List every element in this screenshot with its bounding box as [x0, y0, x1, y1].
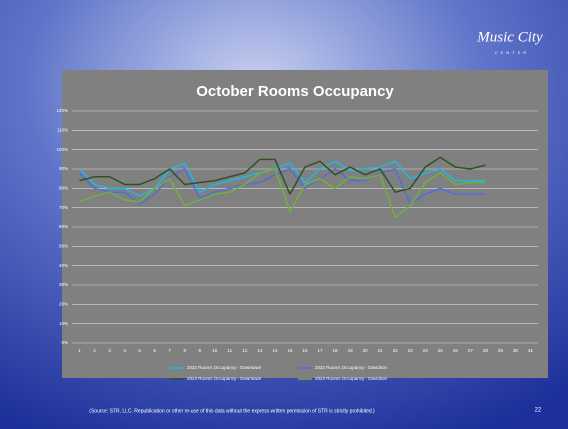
x-tick-label: 28 — [483, 348, 489, 353]
y-tick-label: 120% — [56, 108, 68, 113]
x-tick-label: 29 — [498, 348, 504, 353]
legend-label: 2023 Rooms Occupancy - Downtown — [187, 376, 262, 381]
x-tick-label: 1 — [78, 348, 81, 353]
page-number: 22 — [535, 408, 542, 414]
x-tick-label: 31 — [528, 348, 534, 353]
x-tick-label: 6 — [153, 348, 156, 353]
y-tick-label: 90% — [59, 166, 68, 171]
y-tick-label: 50% — [59, 244, 68, 249]
x-tick-label: 10 — [212, 348, 218, 353]
y-tick-label: 70% — [59, 205, 68, 210]
series-line — [79, 156, 486, 195]
x-tick-label: 3 — [108, 348, 111, 353]
source-note: (Source: STR, LLC. Republication or othe… — [89, 408, 375, 414]
logo-tagline: CENTER — [495, 50, 529, 55]
y-tick-label: 20% — [59, 302, 68, 307]
x-tick-label: 26 — [453, 348, 459, 353]
x-tick-label: 14 — [272, 348, 278, 353]
legend-label: 2022 Rooms Occupancy - Downtown — [187, 365, 262, 370]
y-tick-label: 80% — [59, 186, 68, 191]
y-tick-label: 40% — [59, 263, 68, 268]
x-tick-label: 5 — [138, 348, 141, 353]
legend-label: 2022 Rooms Occupancy - Davidson — [315, 365, 388, 370]
x-tick-label: 25 — [438, 348, 444, 353]
x-tick-label: 30 — [513, 348, 519, 353]
x-tick-label: 7 — [168, 348, 171, 353]
x-tick-label: 27 — [468, 348, 474, 353]
y-tick-label: 110% — [57, 128, 68, 133]
series-line — [78, 160, 486, 197]
x-tick-label: 23 — [408, 348, 414, 353]
x-tick-label: 2 — [93, 348, 96, 353]
x-tick-label: 19 — [348, 348, 354, 353]
logo-name: Music City — [476, 29, 543, 45]
legend-label: 2023 Rooms Occupancy - Davidson — [315, 376, 388, 381]
x-tick-label: 15 — [287, 348, 293, 353]
y-tick-label: 60% — [59, 224, 68, 229]
x-tick-label: 24 — [423, 348, 429, 353]
y-tick-label: 30% — [59, 282, 68, 287]
series-line — [79, 168, 486, 219]
x-tick-label: 18 — [333, 348, 339, 353]
x-tick-label: 21 — [378, 348, 384, 353]
x-tick-label: 4 — [123, 348, 126, 353]
x-tick-label: 20 — [363, 348, 369, 353]
y-tick-label: 100% — [56, 147, 68, 152]
x-tick-label: 8 — [183, 348, 186, 353]
chart-title: October Rooms Occupancy — [196, 83, 394, 100]
x-tick-label: 22 — [393, 348, 399, 353]
x-tick-label: 17 — [318, 348, 324, 353]
chart-area — [62, 70, 548, 378]
x-tick-label: 16 — [302, 348, 308, 353]
x-tick-label: 11 — [228, 348, 233, 353]
y-tick-label: 0% — [61, 340, 68, 345]
y-tick-label: 10% — [59, 321, 68, 326]
x-tick-label: 9 — [199, 348, 202, 353]
x-tick-label: 13 — [257, 348, 263, 353]
series-line — [78, 168, 486, 205]
x-tick-label: 12 — [242, 348, 248, 353]
